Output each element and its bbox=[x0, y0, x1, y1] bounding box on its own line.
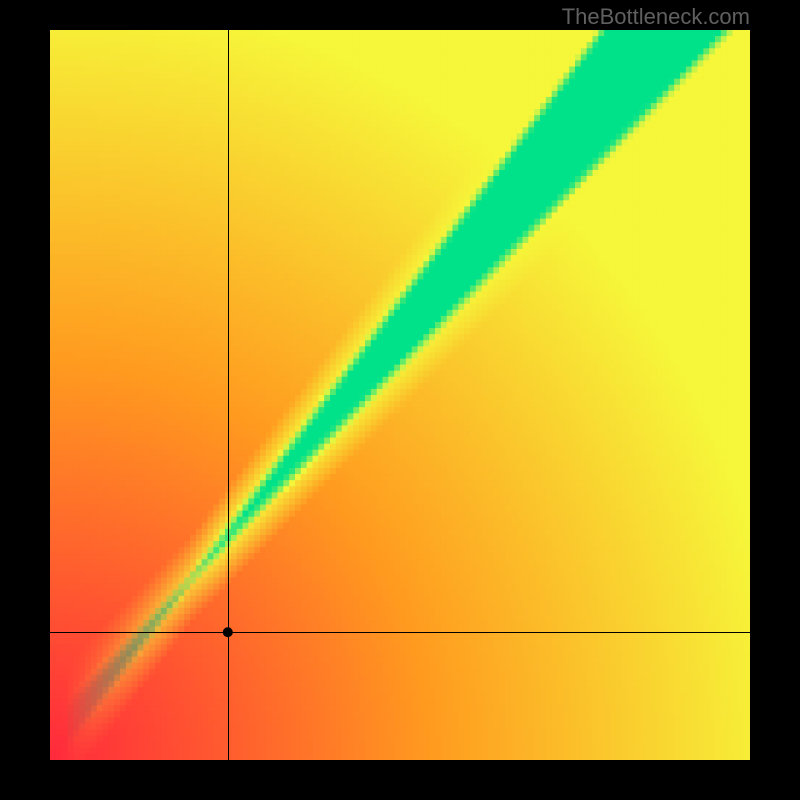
watermark-text: TheBottleneck.com bbox=[562, 4, 750, 30]
chart-container: TheBottleneck.com bbox=[0, 0, 800, 800]
bottleneck-heatmap bbox=[50, 30, 750, 760]
